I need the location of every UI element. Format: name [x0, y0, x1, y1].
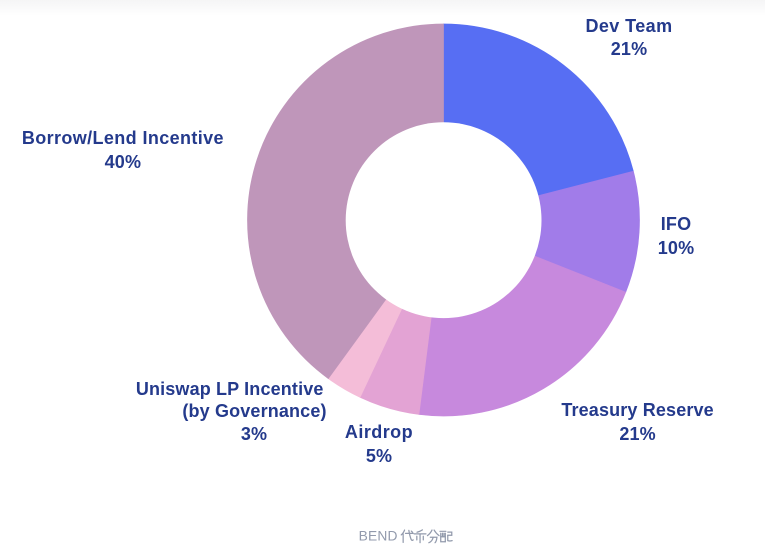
svg-text:BEND: BEND	[359, 529, 398, 544]
